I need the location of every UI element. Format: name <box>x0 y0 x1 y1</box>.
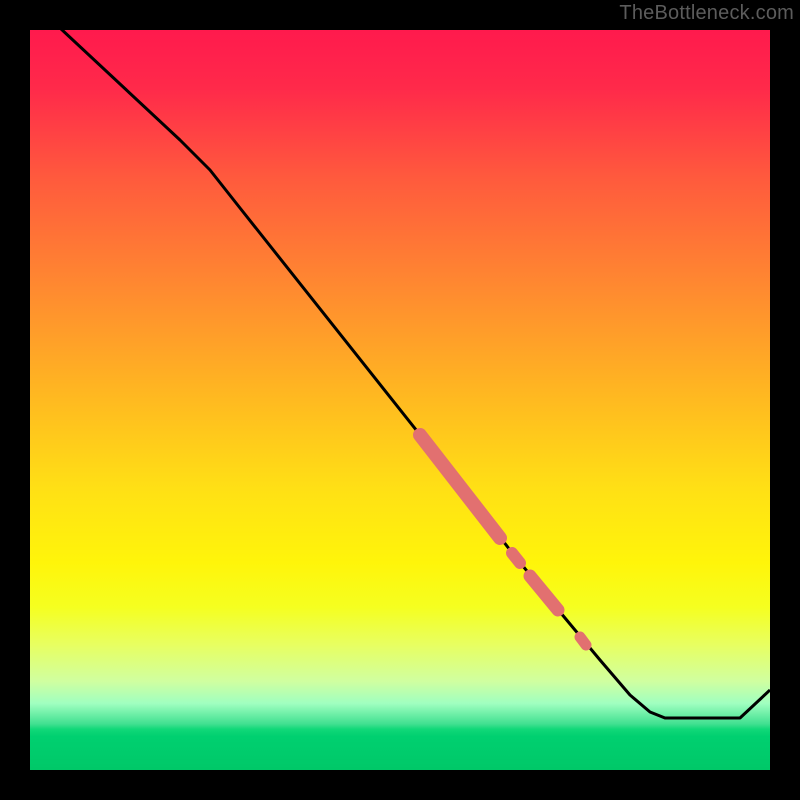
marker-segment <box>580 637 586 645</box>
curve-overlay <box>30 30 770 770</box>
marker-segment <box>530 576 558 610</box>
bottleneck-curve <box>30 30 770 718</box>
watermark-text: TheBottleneck.com <box>619 2 794 25</box>
chart-frame: TheBottleneck.com <box>0 0 800 800</box>
marker-segment <box>512 553 520 563</box>
marker-segment <box>420 435 500 538</box>
plot-area <box>30 30 770 770</box>
